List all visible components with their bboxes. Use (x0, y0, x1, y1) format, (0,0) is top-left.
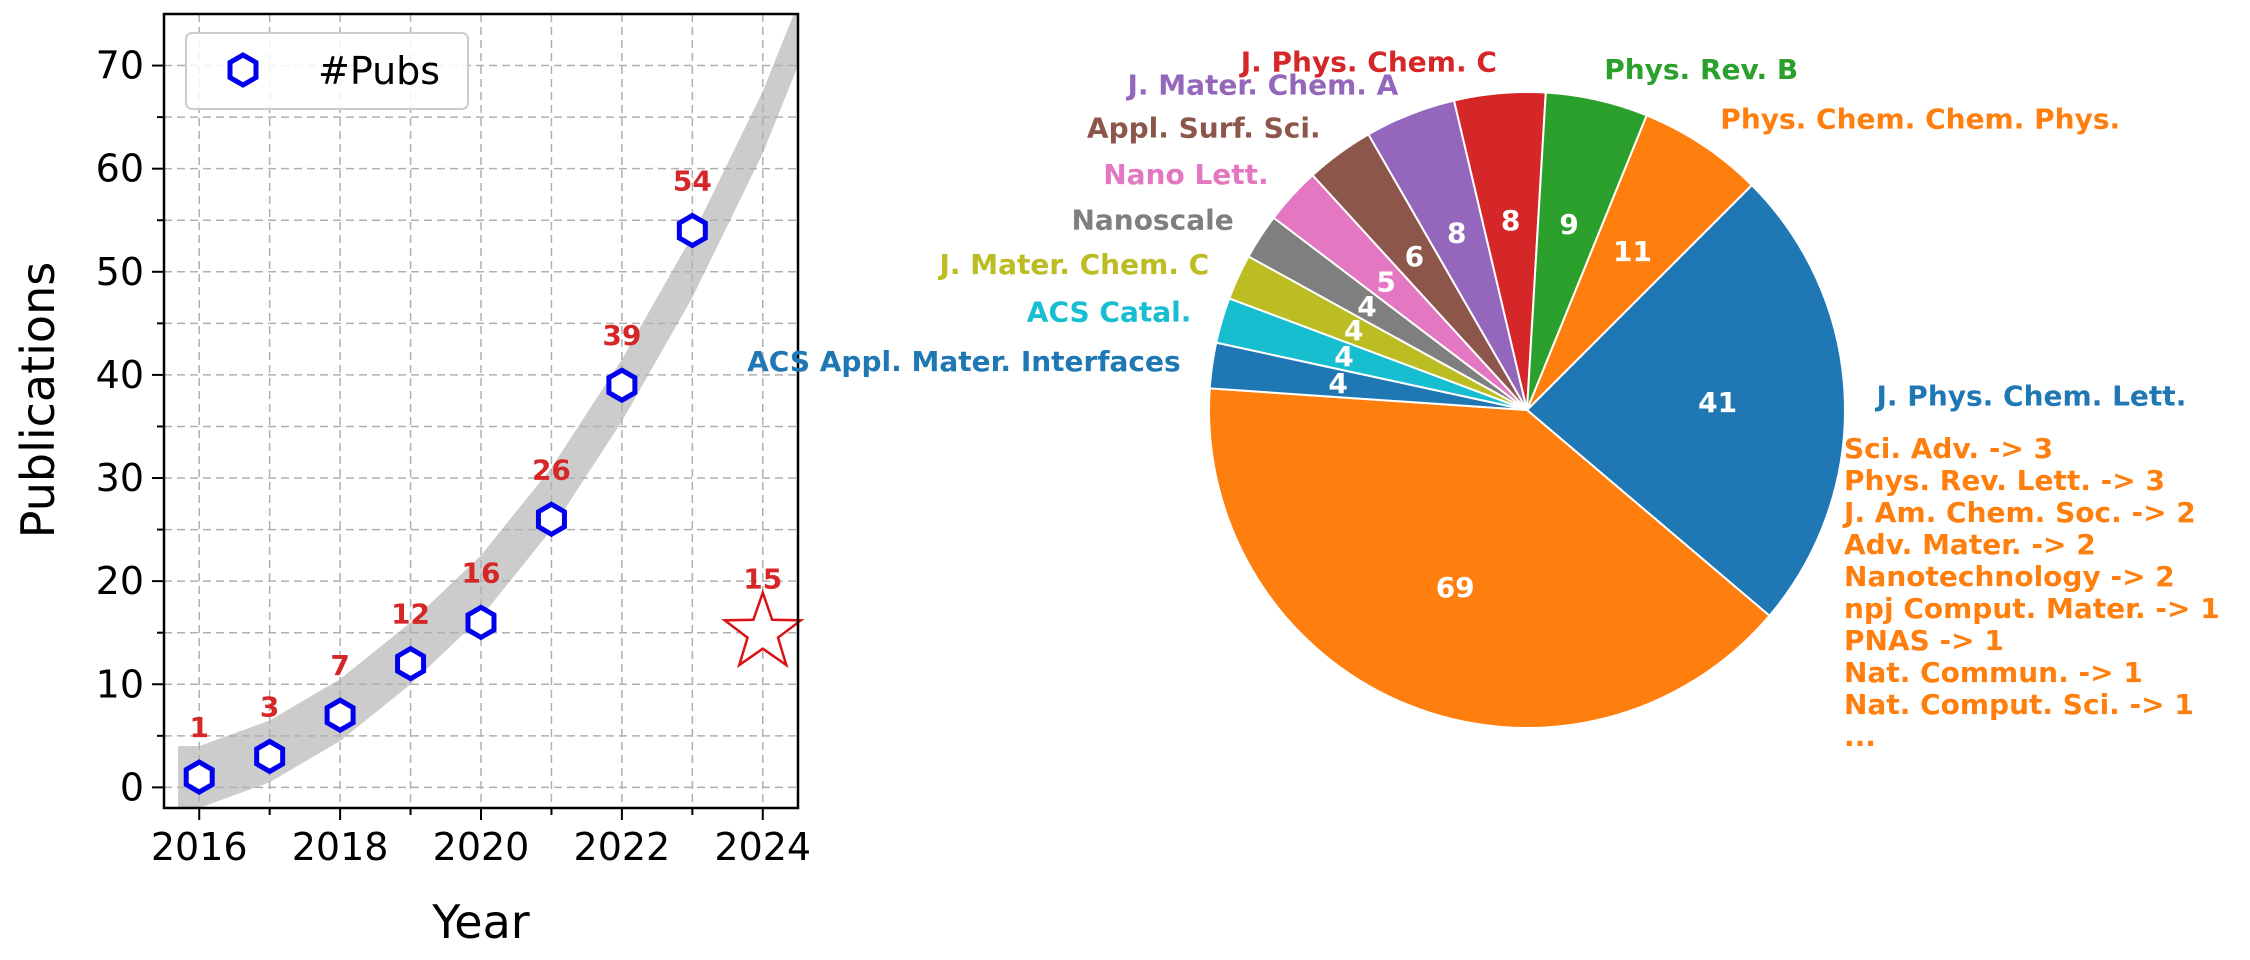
y-axis-title: Publications (11, 262, 65, 538)
pie-slice-label: Nanoscale (1071, 203, 1233, 236)
pie-value-label: 11 (1613, 235, 1652, 268)
pie-slice-label: Appl. Surf. Sci. (1087, 112, 1321, 145)
pie-slice-label: J. Phys. Chem. Lett. (1875, 380, 2187, 413)
others-entry: Phys. Rev. Lett. -> 3 (1844, 464, 2165, 497)
x-tick-label: 2016 (151, 825, 248, 869)
legend-label: #Pubs (318, 49, 440, 93)
legend: #Pubs (185, 32, 469, 110)
data-point-hexagon (535, 501, 567, 538)
x-tick-label: 2024 (714, 825, 811, 869)
pie-slice-label: Phys. Chem. Chem. Phys. (1720, 103, 2120, 136)
pie-value-label: 4 (1357, 290, 1376, 323)
trend-band-layer (178, 14, 798, 808)
y-tick-label: 20 (96, 559, 144, 603)
data-point-hexagon (465, 604, 497, 641)
y-tick-label: 40 (96, 353, 144, 397)
data-point-hexagon (183, 759, 215, 795)
others-entry: PNAS -> 1 (1844, 624, 2004, 657)
x-tick-label: 2020 (433, 825, 530, 869)
others-entry: J. Am. Chem. Soc. -> 2 (1842, 496, 2196, 529)
y-tick-label: 70 (96, 44, 144, 88)
data-label: 39 (602, 319, 641, 352)
data-label: 12 (391, 598, 430, 631)
axis-layer: 2016 2018 2020 2022 2024 0 10 20 30 40 50 60 70 (96, 12, 811, 869)
pie-value-label: 4 (1344, 314, 1363, 347)
others-entry: Sci. Adv. -> 3 (1844, 432, 2053, 465)
x-tick-label: 2022 (574, 825, 671, 869)
others-entry: Adv. Mater. -> 2 (1844, 528, 2096, 561)
pie-slice-label: J. Mater. Chem. C (937, 248, 1209, 281)
pie-value-label: 4 (1334, 340, 1353, 373)
y-tick-label: 30 (96, 456, 144, 500)
data-label: 7 (330, 649, 349, 682)
pie-value-label: 5 (1376, 265, 1395, 298)
data-point-hexagon (254, 738, 286, 775)
others-entry: Nat. Commun. -> 1 (1844, 656, 2143, 689)
data-point-hexagon (606, 367, 638, 404)
pie-slice-label: Phys. Rev. B (1604, 53, 1798, 86)
pie-slice-label: ACS Catal. (1027, 295, 1192, 328)
data-label: 26 (532, 453, 571, 486)
y-tick-label: 0 (120, 765, 144, 809)
pie-slice (1526, 114, 1754, 411)
x-tick-label: 2018 (292, 825, 389, 869)
others-entry: Nat. Comput. Sci. -> 1 (1844, 688, 2194, 721)
trend-band (178, 14, 798, 808)
data-point-hexagon (395, 645, 427, 682)
y-tick-label: 50 (96, 250, 144, 294)
y-tick-label: 60 (96, 147, 144, 191)
others-entry: npj Comput. Mater. -> 1 (1844, 592, 2220, 625)
pie-value-label: 4 (1328, 367, 1347, 400)
pie-slice-label: ACS Appl. Mater. Interfaces (747, 345, 1181, 378)
pie-slice-label: J. Mater. Chem. A (1125, 69, 1398, 102)
pie-value-label: 8 (1447, 217, 1466, 250)
data-point-hexagon (324, 697, 356, 734)
data-label: 15 (743, 563, 782, 596)
pie-value-label: 41 (1698, 386, 1737, 419)
data-label: 1 (189, 711, 208, 744)
data-point-star (721, 588, 805, 669)
pie-slice (1208, 387, 1771, 729)
y-tick-label: 10 (96, 662, 144, 706)
pie-value-label: 6 (1405, 240, 1424, 273)
pie-value-label: 69 (1436, 571, 1475, 604)
pie-slice (1525, 183, 1846, 618)
pie-value-label: 9 (1559, 208, 1578, 241)
data-point-hexagon (676, 212, 708, 249)
pie-slice-label: J. Phys. Chem. C (1239, 46, 1497, 79)
marker-layer: 1 3 7 12 16 26 39 54 15 (183, 165, 805, 795)
data-label: 54 (673, 165, 712, 198)
data-label: 16 (462, 556, 501, 589)
legend-frame (185, 32, 469, 110)
data-label: 3 (260, 690, 279, 723)
x-axis-title: Year (431, 895, 529, 949)
pie-value-label: 8 (1501, 204, 1520, 237)
pie-slice-label: Nano Lett. (1103, 158, 1268, 191)
others-entry: ... (1844, 720, 1876, 753)
others-entry: Nanotechnology -> 2 (1844, 560, 2175, 593)
grid-layer (164, 14, 798, 808)
legend-hexagon-icon (227, 52, 259, 88)
